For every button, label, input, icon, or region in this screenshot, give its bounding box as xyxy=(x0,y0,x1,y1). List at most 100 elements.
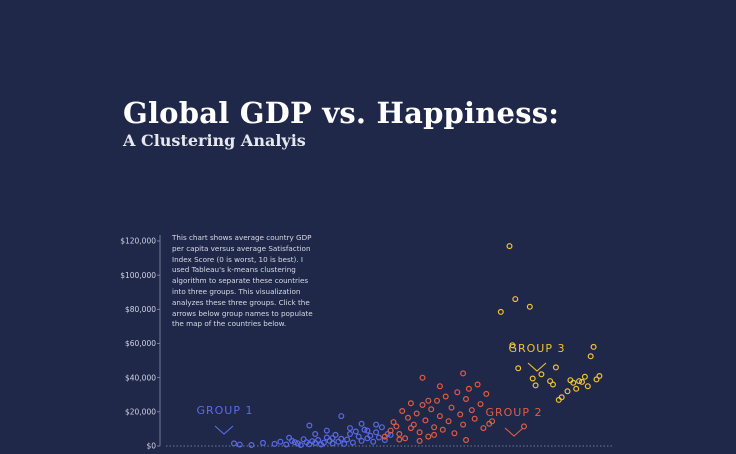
data-point[interactable] xyxy=(236,441,243,448)
data-point[interactable] xyxy=(402,435,409,442)
data-point[interactable] xyxy=(587,353,594,360)
data-point[interactable] xyxy=(358,420,365,427)
data-point[interactable] xyxy=(248,442,255,449)
data-point[interactable] xyxy=(593,376,600,383)
data-point[interactable] xyxy=(376,434,383,441)
data-point[interactable] xyxy=(338,435,345,442)
data-point[interactable] xyxy=(497,308,504,315)
data-point[interactable] xyxy=(570,379,577,386)
data-point[interactable] xyxy=(347,425,354,432)
data-point[interactable] xyxy=(434,397,441,404)
data-point[interactable] xyxy=(596,373,603,380)
data-point[interactable] xyxy=(431,424,438,431)
data-point[interactable] xyxy=(347,431,354,438)
data-point[interactable] xyxy=(454,389,461,396)
data-point[interactable] xyxy=(457,411,464,418)
data-point[interactable] xyxy=(390,419,397,426)
data-point[interactable] xyxy=(407,400,414,407)
data-point[interactable] xyxy=(355,433,362,440)
data-point[interactable] xyxy=(329,435,336,442)
data-point[interactable] xyxy=(413,410,420,417)
data-point[interactable] xyxy=(283,441,290,448)
data-point[interactable] xyxy=(555,396,562,403)
data-point[interactable] xyxy=(573,385,580,392)
data-point[interactable] xyxy=(344,436,351,443)
data-point[interactable] xyxy=(460,421,467,428)
group-arrow-1[interactable] xyxy=(214,425,234,435)
data-point[interactable] xyxy=(463,437,470,444)
data-point[interactable] xyxy=(381,433,388,440)
data-point[interactable] xyxy=(231,440,238,447)
data-point[interactable] xyxy=(442,393,449,400)
data-point[interactable] xyxy=(538,371,545,378)
data-point[interactable] xyxy=(509,342,516,349)
data-point[interactable] xyxy=(315,437,322,444)
data-point[interactable] xyxy=(480,425,487,432)
data-point[interactable] xyxy=(520,423,527,430)
data-point[interactable] xyxy=(425,433,432,440)
data-point[interactable] xyxy=(393,423,400,430)
data-point[interactable] xyxy=(436,383,443,390)
data-point[interactable] xyxy=(370,438,377,445)
data-point[interactable] xyxy=(584,383,591,390)
data-point[interactable] xyxy=(260,439,267,446)
group-arrow-2[interactable] xyxy=(504,427,524,437)
data-point[interactable] xyxy=(396,431,403,438)
data-point[interactable] xyxy=(448,404,455,411)
data-point[interactable] xyxy=(323,434,330,441)
data-point[interactable] xyxy=(460,370,467,377)
data-point[interactable] xyxy=(468,407,475,414)
data-point[interactable] xyxy=(332,431,339,438)
data-point[interactable] xyxy=(547,378,554,385)
data-point[interactable] xyxy=(277,438,284,445)
data-point[interactable] xyxy=(526,303,533,310)
data-point[interactable] xyxy=(341,440,348,447)
data-point[interactable] xyxy=(364,427,371,434)
data-point[interactable] xyxy=(312,431,319,438)
data-point[interactable] xyxy=(439,426,446,433)
data-point[interactable] xyxy=(349,439,356,446)
data-point[interactable] xyxy=(590,343,597,350)
data-point[interactable] xyxy=(373,429,380,436)
data-point[interactable] xyxy=(352,428,359,435)
data-point[interactable] xyxy=(381,437,388,444)
data-point[interactable] xyxy=(431,431,438,438)
data-point[interactable] xyxy=(465,385,472,392)
data-point[interactable] xyxy=(581,373,588,380)
data-point[interactable] xyxy=(515,365,522,372)
data-point[interactable] xyxy=(532,382,539,389)
data-point[interactable] xyxy=(291,439,298,446)
data-point[interactable] xyxy=(286,434,293,441)
data-point[interactable] xyxy=(373,421,380,428)
data-point[interactable] xyxy=(361,426,368,433)
data-point[interactable] xyxy=(445,418,452,425)
data-point[interactable] xyxy=(428,406,435,413)
data-point[interactable] xyxy=(436,413,443,420)
data-point[interactable] xyxy=(407,425,414,432)
data-point[interactable] xyxy=(471,415,478,422)
data-point[interactable] xyxy=(489,418,496,425)
data-point[interactable] xyxy=(552,364,559,371)
data-point[interactable] xyxy=(425,397,432,404)
group-arrow-3[interactable] xyxy=(527,362,547,372)
data-point[interactable] xyxy=(300,436,307,443)
data-point[interactable] xyxy=(422,417,429,424)
data-point[interactable] xyxy=(477,401,484,408)
data-point[interactable] xyxy=(338,413,345,420)
data-point[interactable] xyxy=(529,375,536,382)
data-point[interactable] xyxy=(483,390,490,397)
data-point[interactable] xyxy=(405,414,412,421)
data-point[interactable] xyxy=(416,429,423,436)
data-point[interactable] xyxy=(463,396,470,403)
data-point[interactable] xyxy=(367,432,374,439)
data-point[interactable] xyxy=(419,374,426,381)
data-point[interactable] xyxy=(271,440,278,447)
data-point[interactable] xyxy=(564,388,571,395)
data-point[interactable] xyxy=(512,296,519,303)
data-point[interactable] xyxy=(451,430,458,437)
data-point[interactable] xyxy=(378,424,385,431)
data-point[interactable] xyxy=(474,381,481,388)
data-point[interactable] xyxy=(578,378,585,385)
data-point[interactable] xyxy=(306,422,313,429)
data-point[interactable] xyxy=(323,427,330,434)
